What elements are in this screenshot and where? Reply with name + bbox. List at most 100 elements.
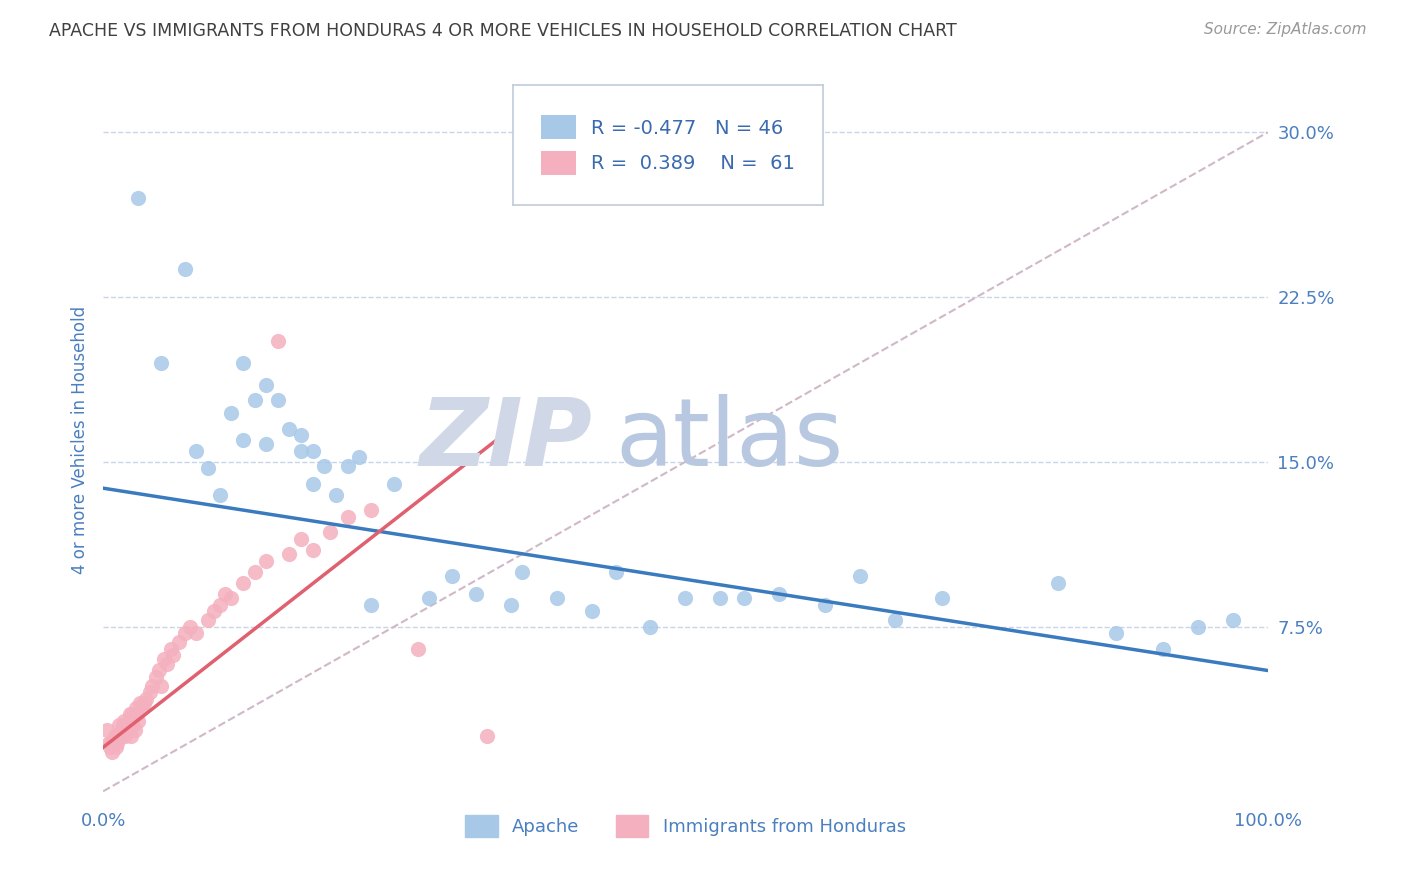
Text: Source: ZipAtlas.com: Source: ZipAtlas.com — [1204, 22, 1367, 37]
Point — [931, 591, 953, 605]
Point — [98, 740, 121, 755]
Point — [120, 730, 142, 744]
Point — [499, 598, 522, 612]
Point — [132, 697, 155, 711]
Point — [208, 488, 231, 502]
Point — [360, 598, 382, 612]
Point — [418, 591, 440, 605]
Point — [278, 422, 301, 436]
Point — [135, 692, 157, 706]
Point — [232, 433, 254, 447]
Point — [605, 565, 627, 579]
Text: APACHE VS IMMIGRANTS FROM HONDURAS 4 OR MORE VEHICLES IN HOUSEHOLD CORRELATION C: APACHE VS IMMIGRANTS FROM HONDURAS 4 OR … — [49, 22, 957, 40]
Point — [103, 731, 125, 746]
Point — [1152, 641, 1174, 656]
Point — [464, 586, 486, 600]
Y-axis label: 4 or more Vehicles in Household: 4 or more Vehicles in Household — [72, 306, 89, 574]
Point — [232, 575, 254, 590]
Point — [125, 707, 148, 722]
Point — [197, 613, 219, 627]
Point — [197, 461, 219, 475]
Point — [167, 635, 190, 649]
Point — [290, 443, 312, 458]
Point — [243, 393, 266, 408]
Point — [254, 554, 277, 568]
Point — [512, 565, 534, 579]
Point — [884, 613, 907, 627]
Point — [1187, 619, 1209, 633]
Point — [581, 604, 603, 618]
Point — [114, 730, 136, 744]
Point — [382, 476, 405, 491]
Point — [152, 652, 174, 666]
Point — [104, 740, 127, 755]
Point — [122, 718, 145, 732]
Legend: R = -0.477   N = 46, R =  0.389    N =  61: R = -0.477 N = 46, R = 0.389 N = 61 — [524, 100, 811, 190]
Point — [104, 730, 127, 744]
Point — [336, 459, 359, 474]
Point — [267, 334, 290, 348]
Point — [110, 730, 132, 744]
Point — [849, 569, 872, 583]
Point — [186, 443, 208, 458]
Point — [138, 685, 160, 699]
Point — [214, 586, 236, 600]
Point — [319, 525, 342, 540]
Point — [173, 626, 195, 640]
Point — [112, 714, 135, 728]
Point — [219, 591, 242, 605]
Point — [117, 718, 139, 732]
Point — [127, 714, 149, 728]
Point — [1105, 626, 1128, 640]
Point — [108, 718, 131, 732]
Point — [121, 707, 143, 722]
Point — [406, 641, 429, 656]
Point — [124, 723, 146, 737]
Text: ZIP: ZIP — [419, 394, 592, 486]
Point — [145, 670, 167, 684]
Point — [111, 723, 134, 737]
Point — [186, 626, 208, 640]
Point — [768, 586, 790, 600]
Point — [267, 393, 290, 408]
Point — [202, 604, 225, 618]
Point — [290, 532, 312, 546]
Point — [278, 547, 301, 561]
Point — [640, 619, 662, 633]
Legend: Apache, Immigrants from Honduras: Apache, Immigrants from Honduras — [458, 807, 912, 844]
Point — [1047, 575, 1070, 590]
Point — [159, 641, 181, 656]
Point — [100, 736, 122, 750]
Point — [301, 542, 323, 557]
Point — [325, 488, 347, 502]
Point — [349, 450, 371, 465]
Point — [101, 745, 124, 759]
Point — [118, 714, 141, 728]
Point — [179, 619, 201, 633]
Point — [254, 437, 277, 451]
Point — [733, 591, 755, 605]
Point — [673, 591, 696, 605]
Point — [441, 569, 464, 583]
Point — [118, 707, 141, 722]
Text: atlas: atlas — [616, 394, 844, 486]
Point — [127, 191, 149, 205]
Point — [314, 459, 336, 474]
Point — [814, 598, 837, 612]
Point — [156, 657, 179, 671]
Point — [254, 378, 277, 392]
Point — [150, 679, 173, 693]
Point — [162, 648, 184, 662]
Point — [125, 701, 148, 715]
Point — [96, 723, 118, 737]
Point — [97, 736, 120, 750]
Point — [546, 591, 568, 605]
Point — [129, 697, 152, 711]
Point — [1222, 613, 1244, 627]
Point — [243, 565, 266, 579]
Point — [141, 679, 163, 693]
Point — [111, 718, 134, 732]
Point — [290, 428, 312, 442]
Point — [477, 730, 499, 744]
Point — [150, 356, 173, 370]
